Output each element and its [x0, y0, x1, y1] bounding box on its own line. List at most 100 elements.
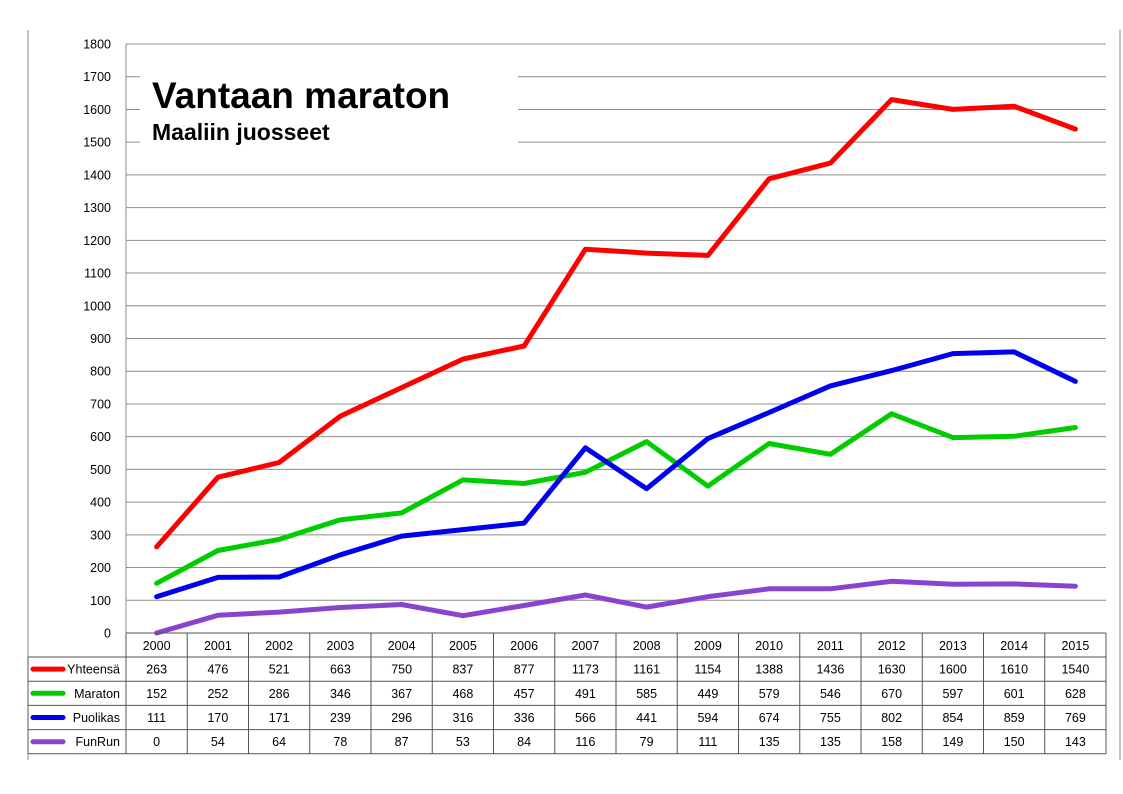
data-label: 79: [640, 735, 654, 749]
chart-subtitle: Maaliin juosseet: [152, 119, 330, 145]
y-tick-label: 300: [90, 528, 111, 542]
y-tick-label: 1300: [83, 201, 111, 215]
data-label: 143: [1065, 735, 1086, 749]
data-label: 150: [1004, 735, 1025, 749]
data-label: 316: [452, 711, 473, 725]
y-tick-label: 500: [90, 463, 111, 477]
data-label: 263: [146, 663, 167, 677]
data-label: 1436: [816, 663, 844, 677]
data-label: 170: [207, 711, 228, 725]
legend-label: FunRun: [76, 735, 121, 749]
x-tick-label: 2008: [633, 639, 661, 653]
data-label: 755: [820, 711, 841, 725]
x-tick-label: 2000: [143, 639, 171, 653]
series-line-puolikas: [154, 349, 1078, 600]
data-label: 367: [391, 687, 412, 701]
x-tick-label: 2003: [326, 639, 354, 653]
data-label: 1388: [755, 663, 783, 677]
data-label: 670: [881, 687, 902, 701]
data-label: 601: [1004, 687, 1025, 701]
data-label: 566: [575, 711, 596, 725]
series-line-yhteensä: [154, 97, 1078, 550]
data-table: 2000 2001 2002 2003 2004 2005 2006 2007 2008 2009…: [27, 632, 1107, 755]
data-label: 1540: [1061, 663, 1089, 677]
data-label: 877: [514, 663, 535, 677]
data-label: 441: [636, 711, 657, 725]
data-label: 346: [330, 687, 351, 701]
x-tick-label: 2004: [388, 639, 416, 653]
data-label: 252: [207, 687, 228, 701]
data-label: 521: [269, 663, 290, 677]
data-label: 116: [575, 735, 595, 749]
data-label: 1173: [572, 663, 599, 677]
data-label: 53: [456, 735, 470, 749]
data-label: 286: [269, 687, 290, 701]
x-tick-label: 2011: [817, 639, 844, 653]
data-label: 149: [942, 735, 963, 749]
data-label: 1154: [694, 663, 721, 677]
data-label: 663: [330, 663, 351, 677]
y-tick-label: 1600: [83, 103, 111, 117]
data-label: 1610: [1000, 663, 1028, 677]
x-tick-label: 2002: [265, 639, 293, 653]
data-label: 854: [942, 711, 963, 725]
data-label: 579: [759, 687, 780, 701]
data-label: 135: [820, 735, 841, 749]
series-line-maraton: [154, 411, 1078, 586]
y-tick-label: 1000: [83, 299, 111, 313]
y-tick-label: 900: [90, 332, 111, 346]
y-tick-label: 1100: [84, 267, 111, 281]
x-tick-label: 2010: [755, 639, 783, 653]
data-label: 674: [759, 711, 780, 725]
data-label: 111: [147, 711, 166, 725]
data-label: 152: [146, 687, 167, 701]
data-label: 859: [1004, 711, 1025, 725]
data-label: 802: [881, 711, 902, 725]
data-label: 64: [272, 735, 286, 749]
y-tick-label: 400: [90, 496, 111, 510]
data-label: 594: [697, 711, 718, 725]
data-label: 628: [1065, 687, 1086, 701]
data-label: 158: [881, 735, 902, 749]
data-label: 171: [269, 711, 290, 725]
data-label: 111: [698, 735, 717, 749]
data-label: 491: [575, 687, 596, 701]
legend-label: Yhteensä: [67, 663, 120, 677]
x-tick-label: 2007: [571, 639, 599, 653]
x-tick-label: 2009: [694, 639, 722, 653]
data-label: 750: [391, 663, 412, 677]
chart-title: Vantaan maraton: [152, 75, 451, 116]
x-tick-label: 2015: [1061, 639, 1089, 653]
y-axis-tick-labels: 0 100 200 300 400 500 600 700 800 900 1000 1100 1200…: [83, 38, 111, 641]
data-label: 84: [517, 735, 531, 749]
data-label: 476: [207, 663, 228, 677]
y-tick-label: 700: [90, 397, 111, 411]
x-tick-label: 2014: [1000, 639, 1028, 653]
y-tick-label: 600: [90, 430, 111, 444]
data-label: 135: [759, 735, 780, 749]
data-label: 1161: [633, 663, 660, 677]
data-label: 449: [697, 687, 718, 701]
data-label: 585: [636, 687, 657, 701]
x-tick-label: 2005: [449, 639, 477, 653]
y-tick-label: 1700: [83, 70, 111, 84]
data-label: 336: [514, 711, 535, 725]
legend-label: Maraton: [74, 687, 120, 701]
y-tick-label: 0: [104, 627, 111, 641]
y-tick-label: 200: [90, 561, 111, 575]
data-label: 769: [1065, 711, 1086, 725]
y-tick-label: 1500: [83, 136, 111, 150]
series-lines: [154, 97, 1078, 636]
data-label: 0: [153, 735, 160, 749]
data-label: 78: [333, 735, 347, 749]
data-label: 239: [330, 711, 351, 725]
data-label: 54: [211, 735, 225, 749]
y-tick-label: 800: [90, 365, 111, 379]
x-tick-label: 2001: [204, 639, 232, 653]
legend-label: Puolikas: [73, 711, 120, 725]
chart-border: [27, 30, 1121, 760]
data-label: 87: [395, 735, 409, 749]
data-label: 546: [820, 687, 841, 701]
x-tick-label: 2013: [939, 639, 967, 653]
